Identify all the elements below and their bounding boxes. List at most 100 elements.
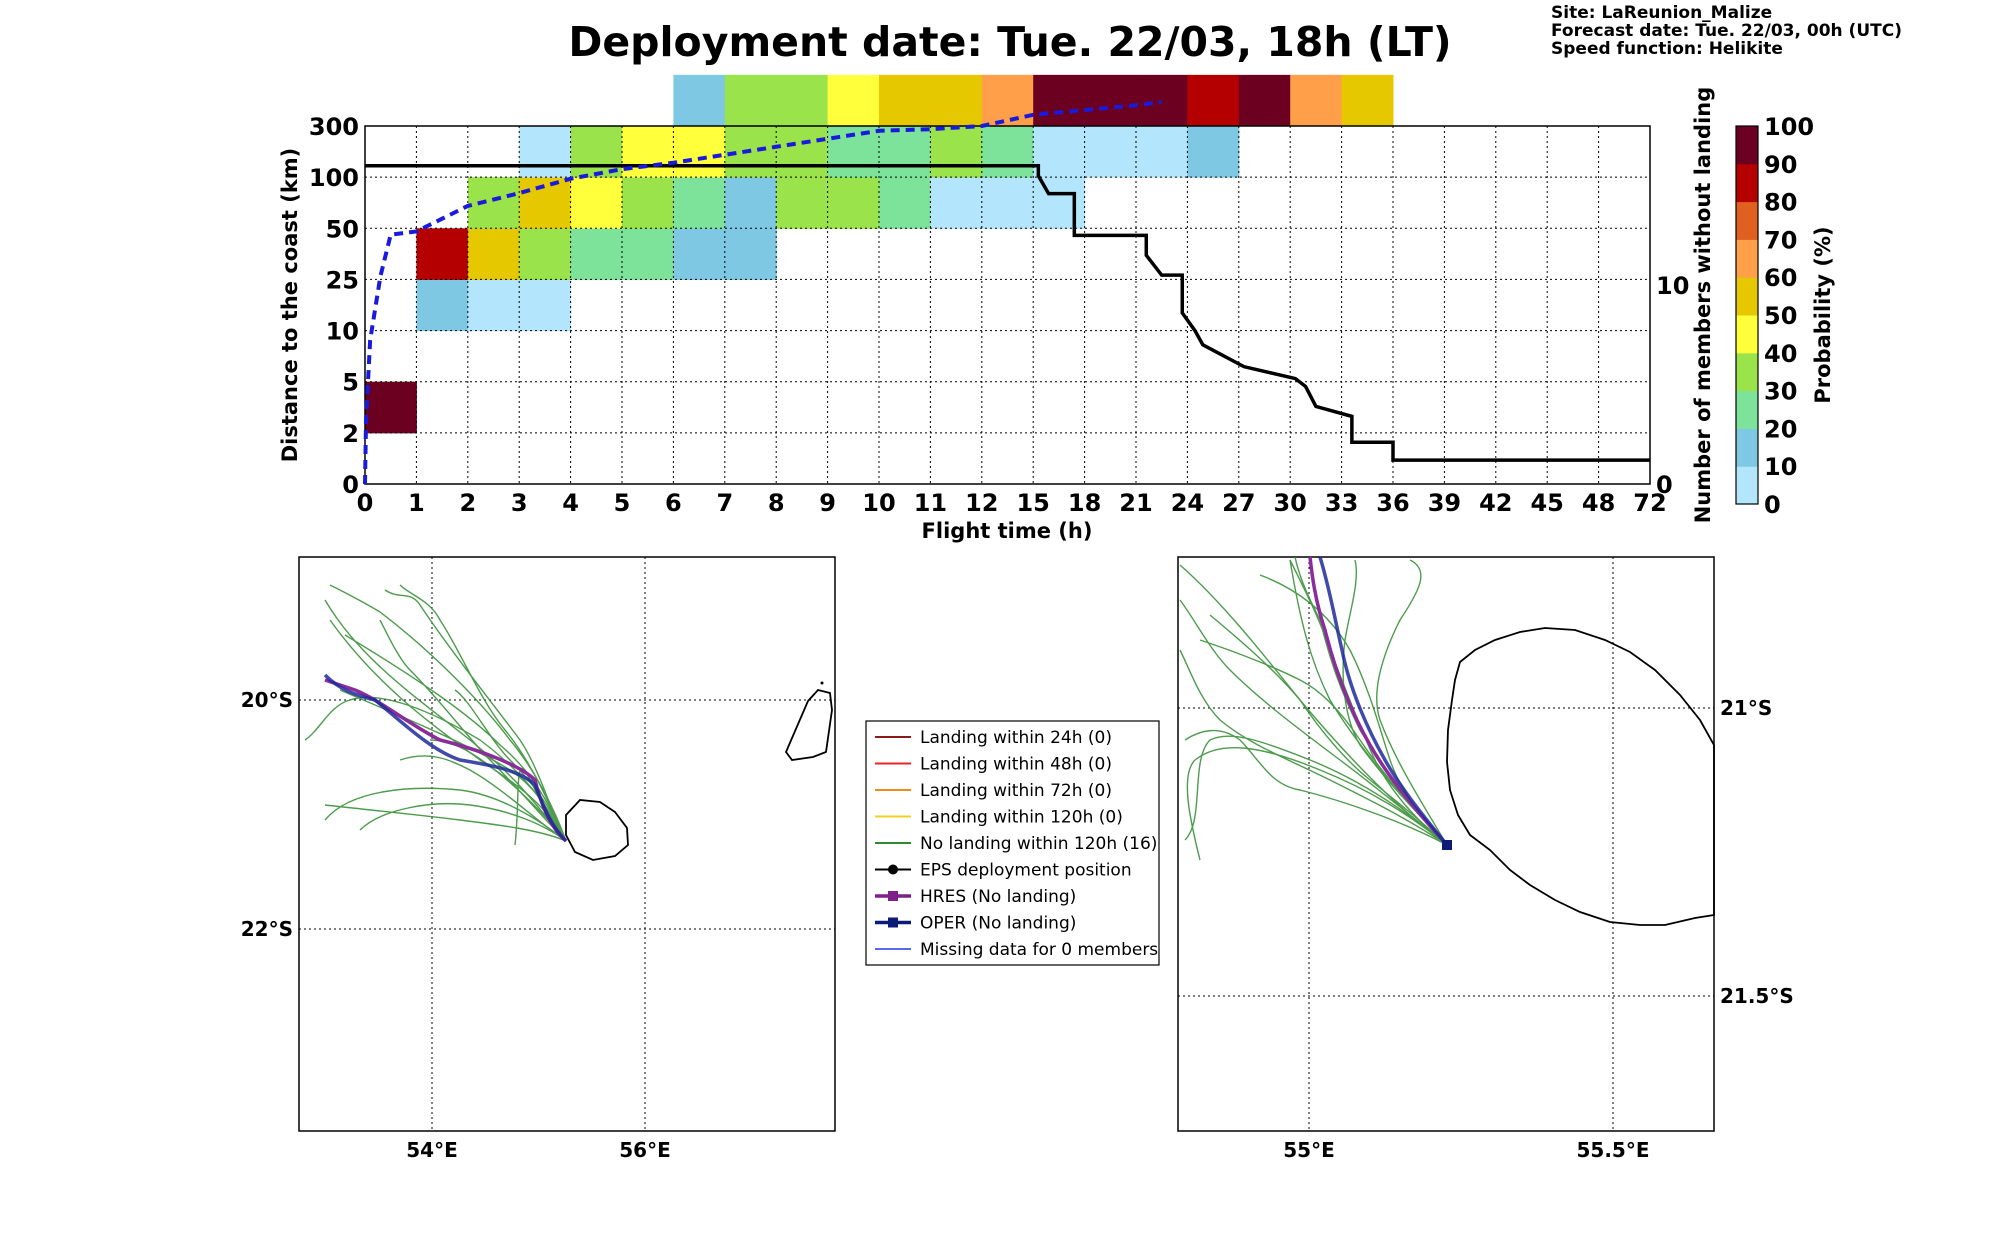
- heatmap-cell: [930, 177, 983, 229]
- colorbar-frame: [1735, 125, 1759, 505]
- colorbar-tick-label: 80: [1764, 189, 1797, 217]
- mauritius-coastline: [784, 688, 833, 761]
- lat-tick-label: 22°S: [241, 917, 293, 941]
- x-tick-label: 27: [1222, 489, 1255, 517]
- left-map-graticule: [299, 557, 835, 1131]
- figure-title: Deployment date: Tue. 22/03, 18h (LT): [568, 18, 1451, 66]
- y-axis-label: Distance to the coast (km): [278, 148, 302, 463]
- heatmap-cell: [673, 74, 726, 127]
- heatmap-cell: [724, 74, 777, 127]
- heatmap-cell: [879, 74, 931, 127]
- legend-items: Landing within 24h (0) Landing within 48h…: [875, 728, 1158, 960]
- lon-tick-label: 55.5°E: [1576, 1138, 1649, 1162]
- colorbar-tick-label: 30: [1764, 378, 1797, 406]
- colorbar-segment: [1736, 466, 1758, 505]
- y2-axis-label: Number of members without landing: [1691, 87, 1715, 524]
- x-axis-label: Flight time (h): [922, 519, 1093, 543]
- heatmap-cell: [1341, 74, 1394, 127]
- colorbar-segment: [1736, 126, 1758, 165]
- heatmap-cell: [416, 228, 469, 280]
- heatmap-cell: [827, 177, 880, 229]
- x-tick-label: 1: [408, 489, 425, 517]
- x-tick-label: 9: [819, 489, 836, 517]
- colorbar-segment: [1736, 201, 1758, 240]
- x-tick-label: 0: [357, 489, 374, 517]
- y-tick-label: 2: [342, 420, 359, 448]
- colorbar-tick-label: 0: [1764, 491, 1781, 519]
- y-tick-label: 50: [326, 215, 359, 243]
- heatmap-cell: [1084, 74, 1137, 127]
- heatmap-cell: [827, 74, 880, 127]
- colorbar-segment: [1736, 428, 1758, 467]
- colorbar: [1735, 125, 1759, 505]
- heatmap-cell: [467, 177, 520, 229]
- legend: Landing within 24h (0) Landing within 48h…: [865, 720, 1160, 966]
- x-tick-label: 6: [665, 489, 682, 517]
- heatmap-cell: [467, 228, 520, 280]
- y-tick-label: 100: [309, 164, 359, 192]
- x-tick-label: 2: [459, 489, 476, 517]
- right-map-tick-labels: 55°E 55.5°E 21°S 21.5°S: [1283, 696, 1794, 1162]
- heatmap-cells: [365, 74, 1394, 434]
- speed-function-label: Speed function: Helikite: [1551, 39, 1783, 59]
- legend-label: Landing within 24h (0): [920, 728, 1112, 748]
- right-map: [1177, 556, 1715, 1132]
- median-distance-line: [363, 100, 1162, 485]
- x-tick-label: 15: [1016, 489, 1049, 517]
- heatmap-lines: [363, 100, 1650, 485]
- colorbar-segment: [1736, 277, 1758, 316]
- y-tick-label: 5: [342, 369, 359, 397]
- heatmap-cell: [879, 177, 931, 229]
- heatmap-cell: [519, 279, 572, 332]
- x-tick-label: 33: [1325, 489, 1358, 517]
- colorbar-tick-label: 100: [1764, 113, 1814, 141]
- heatmap-cell: [1136, 74, 1188, 127]
- colorbar-tick-label: 40: [1764, 340, 1797, 368]
- x-tick-label: 39: [1428, 489, 1461, 517]
- legend-box: [865, 720, 1160, 966]
- y-tick-label: 25: [326, 266, 359, 294]
- colorbar-segment: [1736, 390, 1758, 429]
- heatmap-cell: [622, 177, 674, 229]
- heatmap-cell: [1187, 74, 1240, 127]
- heatmap-cell: [1238, 74, 1291, 127]
- x-tick-label: 42: [1479, 489, 1512, 517]
- site-label: Site: LaReunion_Malize: [1551, 3, 1772, 23]
- x-tick-label: 8: [768, 489, 785, 517]
- heatmap-cell: [467, 279, 520, 332]
- colorbar-label: Probability (%): [1811, 226, 1835, 403]
- heatmap-cell: [724, 177, 777, 229]
- legend-label: Missing data for 0 members: [920, 940, 1158, 960]
- y2-tick-label: 10: [1656, 272, 1689, 300]
- legend-label: OPER (No landing): [920, 914, 1076, 934]
- legend-marker: [888, 891, 898, 901]
- left-map-frame: [298, 556, 836, 1132]
- legend-label: EPS deployment position: [920, 861, 1132, 881]
- x-tick-labels: 0 1 2 3 4 5 6 7 8 9 10 11 12 15 18 21 24 27 30 33 36 39 42 45 48…: [357, 489, 1667, 517]
- lat-tick-label: 21°S: [1720, 696, 1772, 720]
- heatmap-cell: [724, 228, 777, 280]
- x-tick-label: 21: [1119, 489, 1152, 517]
- x-tick-label: 72: [1633, 489, 1666, 517]
- right-map-oper-track: [1318, 556, 1449, 847]
- heatmap-cell: [1136, 126, 1188, 178]
- colorbar-segment: [1736, 163, 1758, 203]
- colorbar-tick-labels: 0 10 20 30 40 50 60 70 80 90 100: [1764, 113, 1814, 519]
- members-without-landing-line: [365, 164, 1650, 462]
- colorbar-segment: [1736, 315, 1758, 354]
- heatmap-cell: [519, 177, 572, 229]
- lon-tick-label: 56°E: [619, 1138, 671, 1162]
- colorbar-tick-label: 70: [1764, 226, 1797, 254]
- heatmap-cell: [981, 74, 1034, 127]
- x-tick-label: 24: [1171, 489, 1204, 517]
- colorbar-tick-label: 50: [1764, 302, 1797, 330]
- heatmap-cell: [879, 126, 931, 178]
- x-tick-label: 30: [1273, 489, 1306, 517]
- y-tick-label: 10: [326, 318, 359, 346]
- lon-tick-label: 54°E: [406, 1138, 458, 1162]
- legend-label: Landing within 120h (0): [920, 808, 1123, 828]
- y-tick-label: 300: [309, 113, 359, 141]
- x-tick-label: 48: [1582, 489, 1615, 517]
- colorbar-tick-label: 90: [1764, 151, 1797, 179]
